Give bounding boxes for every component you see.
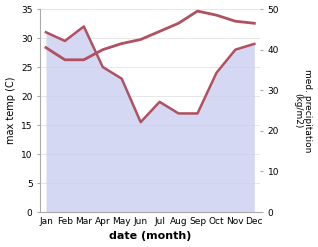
Y-axis label: med. precipitation
(kg/m2): med. precipitation (kg/m2) — [293, 69, 313, 152]
X-axis label: date (month): date (month) — [109, 231, 191, 242]
Y-axis label: max temp (C): max temp (C) — [5, 77, 16, 144]
